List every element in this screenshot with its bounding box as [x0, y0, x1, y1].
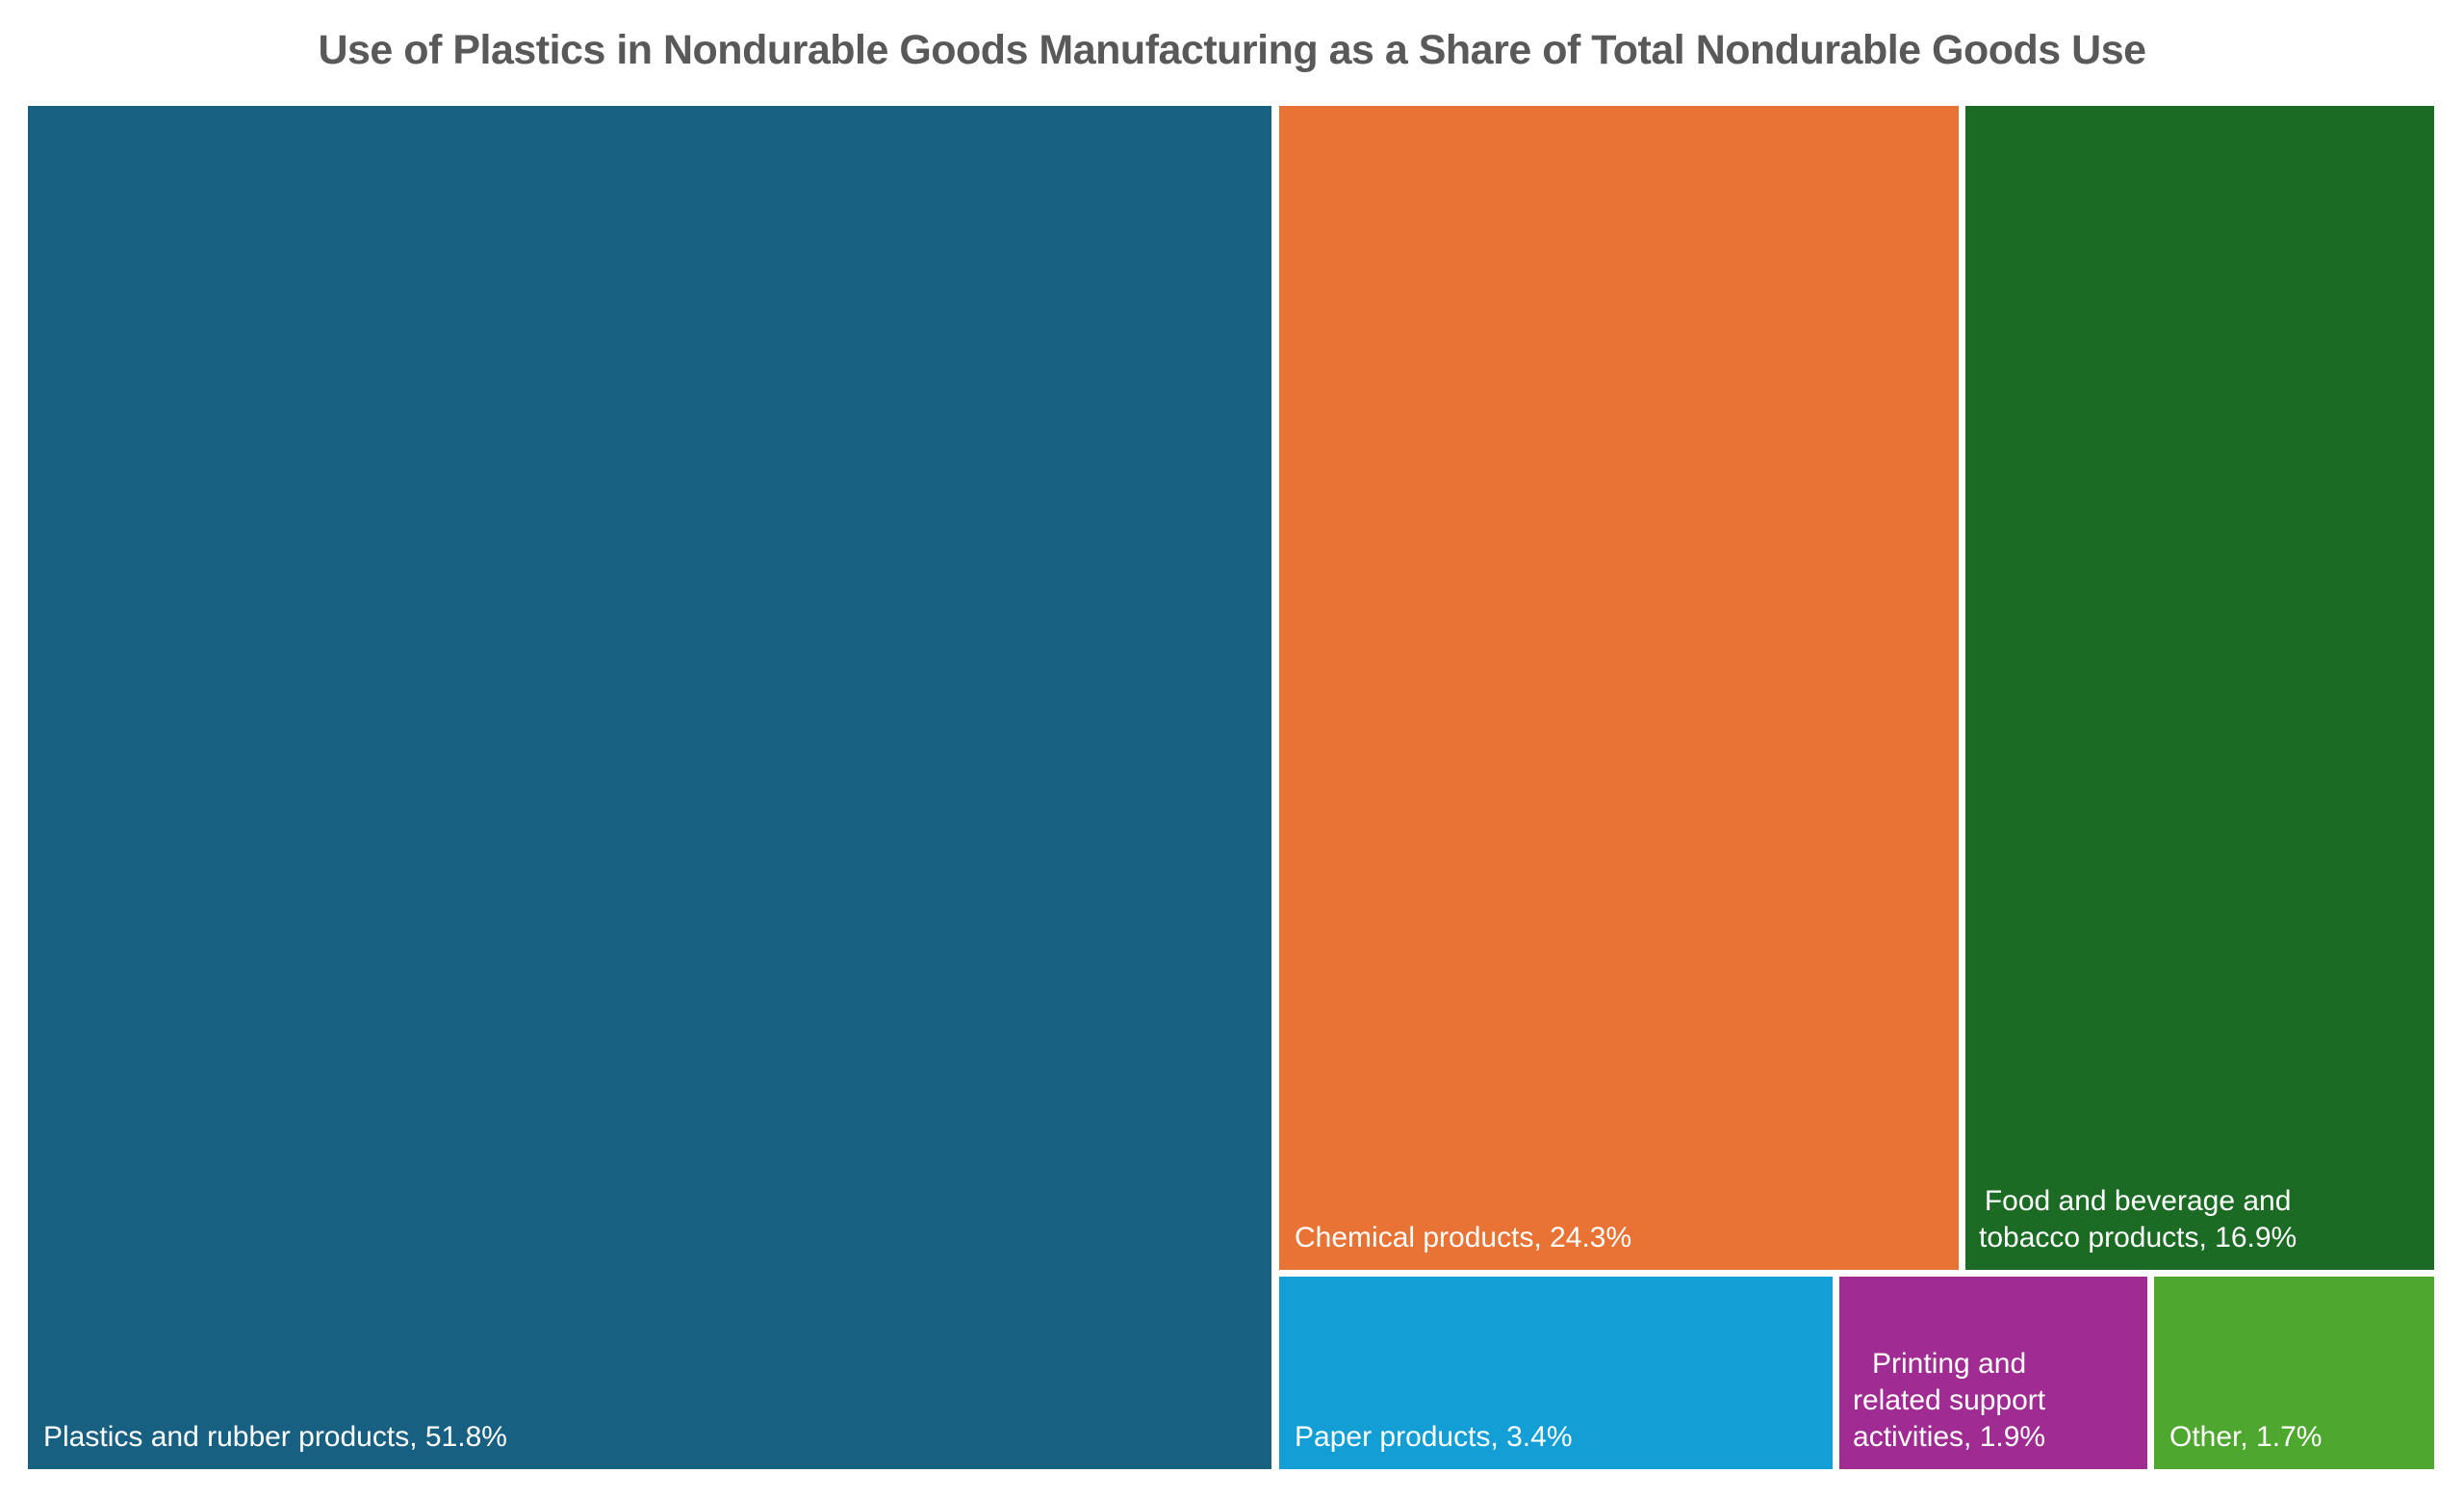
tile-label: Food and beverage and tobacco products, …	[1979, 1183, 2297, 1256]
tile-chemical: Chemical products, 24.3%	[1279, 106, 1959, 1270]
tile-label: Plastics and rubber products, 51.8%	[43, 1421, 507, 1453]
tile-label: Printing and related support activities,…	[1853, 1346, 2045, 1456]
tile-label-line: Printing and	[1872, 1348, 2027, 1380]
tile-plastics-rubber: Plastics and rubber products, 51.8%	[28, 106, 1271, 1469]
tile-label-line: Food and beverage and	[1984, 1185, 2292, 1217]
tile-other: Other, 1.7%	[2154, 1277, 2434, 1469]
tile-label-line: related support	[1853, 1384, 2046, 1416]
chart-title: Use of Plastics in Nondurable Goods Manu…	[318, 27, 2146, 73]
tile-label-line: activities, 1.9%	[1853, 1421, 2046, 1453]
tile-label: Other, 1.7%	[2169, 1421, 2323, 1453]
tile-paper: Paper products, 3.4%	[1279, 1277, 1833, 1469]
tile-label-line: tobacco products, 16.9%	[1979, 1222, 2297, 1253]
tile-food-beverage-tobacco: Food and beverage and tobacco products, …	[1965, 106, 2434, 1270]
tile-printing: Printing and related support activities,…	[1839, 1277, 2147, 1469]
tile-label: Paper products, 3.4%	[1295, 1421, 1573, 1453]
tile-label: Chemical products, 24.3%	[1295, 1222, 1632, 1253]
